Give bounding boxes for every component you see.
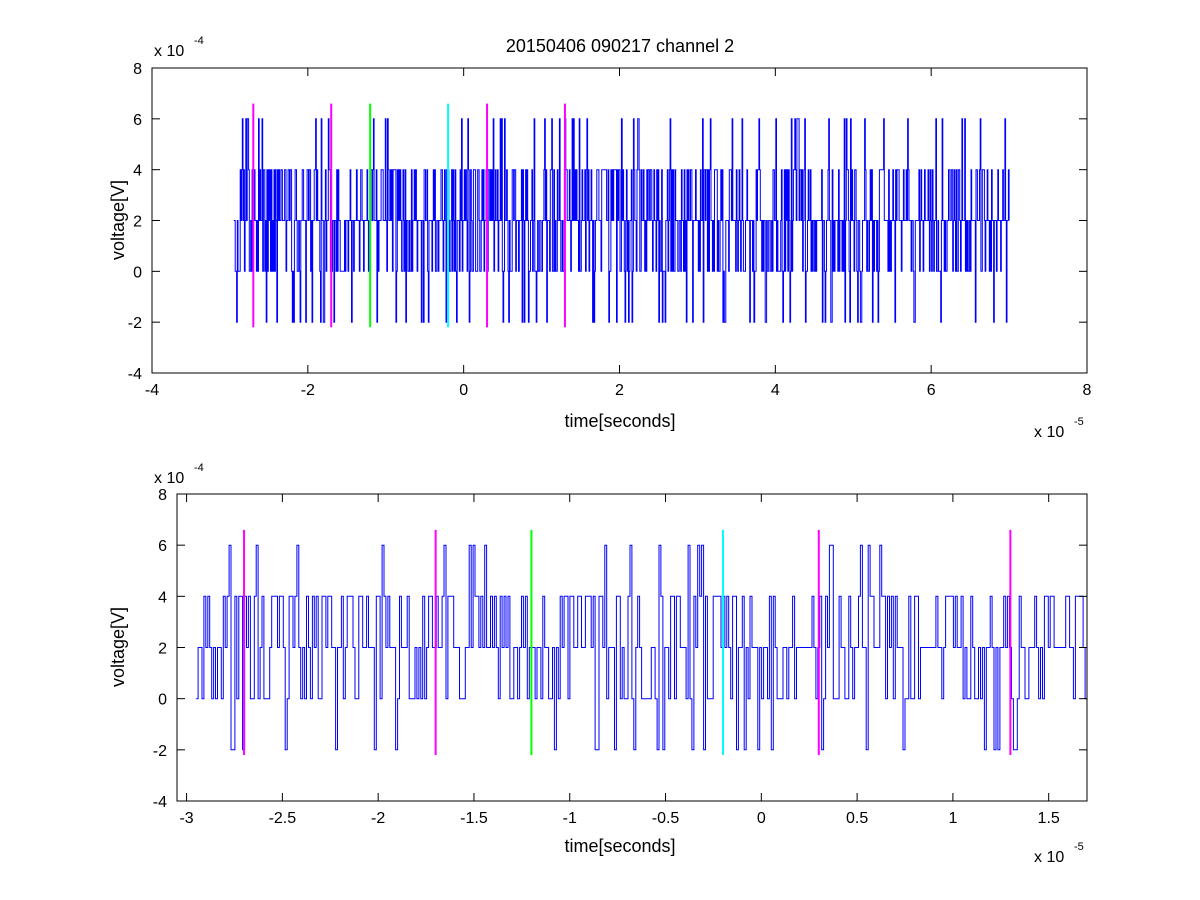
y-tick-label: -2 (153, 743, 167, 760)
y-exponent-base: x 10 (154, 470, 184, 487)
x-exponent-base: x 10 (1034, 849, 1064, 866)
y-ticks: -4 -2 0 2 4 6 8 (128, 61, 1087, 383)
event-markers (243, 529, 1012, 755)
x-exponent-power: -5 (1074, 416, 1084, 428)
x-tick-label: -2.5 (269, 810, 297, 827)
x-tick-label: -2 (301, 382, 315, 399)
y-exponent-base: x 10 (154, 43, 184, 60)
x-tick-label: -3 (179, 810, 193, 827)
y-tick-label: 8 (133, 61, 142, 78)
y-tick-label: -2 (128, 315, 142, 332)
x-ticks: -3 -2.5 -2 -1.5 -1 -0.5 0 0.5 1 1.5 (179, 494, 1060, 827)
y-tick-label: 4 (158, 589, 167, 606)
y-tick-label: 2 (158, 641, 167, 658)
axes-top: 20150406 090217 channel 2 -4 -2 0 2 4 6 8 -4 -2… (108, 35, 1092, 441)
y-ticks: -4 -2 0 2 4 6 8 (153, 487, 1087, 811)
x-ticks: -4 -2 0 2 4 6 8 (145, 68, 1092, 399)
signal-line (196, 544, 1087, 751)
event-markers (252, 103, 566, 328)
y-tick-label: -4 (153, 794, 167, 811)
y-exponent: x 10 -4 (154, 462, 204, 487)
x-tick-label: 8 (1083, 382, 1092, 399)
signal-line (233, 118, 1010, 323)
y-exponent-power: -4 (194, 35, 204, 47)
y-exponent-power: -4 (194, 462, 204, 474)
y-tick-label: 4 (133, 163, 142, 180)
signal-trace (196, 544, 1087, 751)
x-tick-label: 2 (615, 382, 624, 399)
figure-title: 20150406 090217 channel 2 (506, 36, 734, 56)
x-tick-label: 1.5 (1038, 810, 1060, 827)
y-tick-label: 0 (158, 692, 167, 709)
x-exponent: x 10 -5 (1034, 841, 1084, 866)
x-tick-label: -4 (145, 382, 159, 399)
y-exponent: x 10 -4 (154, 35, 204, 60)
y-tick-label: -4 (128, 366, 142, 383)
y-tick-label: 6 (158, 538, 167, 555)
y-axis-label: voltage[V] (108, 180, 128, 260)
x-exponent-base: x 10 (1034, 424, 1064, 441)
y-tick-label: 8 (158, 487, 167, 504)
x-tick-label: -1 (563, 810, 577, 827)
y-tick-label: 2 (133, 214, 142, 231)
x-exponent: x 10 -5 (1034, 416, 1084, 441)
y-tick-label: 0 (133, 264, 142, 281)
x-tick-label: 6 (927, 382, 936, 399)
y-axis-label: voltage[V] (108, 607, 128, 687)
x-tick-label: 0 (757, 810, 766, 827)
x-axis-label: time[seconds] (564, 411, 675, 431)
x-tick-label: 0.5 (846, 810, 868, 827)
x-tick-label: 0 (459, 382, 468, 399)
x-exponent-power: -5 (1074, 841, 1084, 853)
x-tick-label: -1.5 (460, 810, 488, 827)
y-tick-label: 6 (133, 112, 142, 129)
x-tick-label: 1 (948, 810, 957, 827)
axes-bottom: -3 -2.5 -2 -1.5 -1 -0.5 0 0.5 1 1.5 -4 -2 0 2 4 6 8 tim… (108, 462, 1088, 866)
x-tick-label: 4 (771, 382, 780, 399)
x-axis-label: time[seconds] (564, 836, 675, 856)
x-tick-label: -2 (371, 810, 385, 827)
x-tick-label: -0.5 (652, 810, 680, 827)
signal-trace (233, 118, 1010, 323)
